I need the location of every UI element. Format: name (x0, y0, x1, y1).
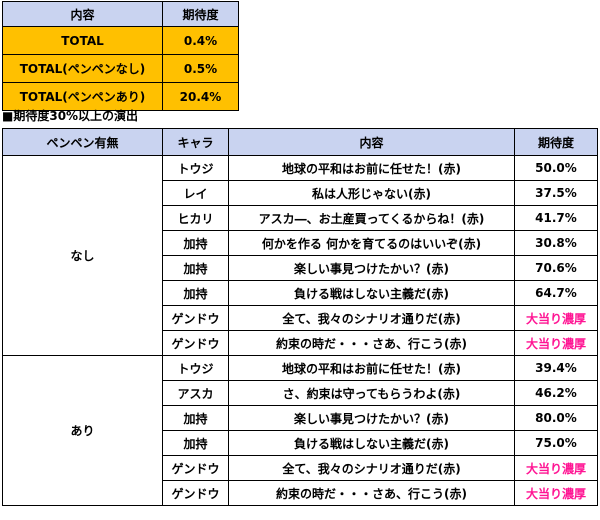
chara-cell: ゲンドウ (162, 305, 229, 331)
content-cell: アスカ―、お土産買ってくるからね！(赤) (228, 205, 515, 231)
summary-value: 0.5% (162, 54, 239, 83)
expectation-cell-jackpot: 大当り濃厚 (514, 480, 598, 506)
group-label-with: あり (2, 355, 163, 506)
expectation-cell: 41.7% (514, 205, 598, 231)
summary-table: 内容 期待度 TOTAL 0.4% TOTAL(ペンペンなし) 0.5% TOT… (2, 1, 239, 111)
summary-value: 20.4% (162, 82, 239, 111)
summary-value: 0.4% (162, 26, 239, 55)
table-row: 加持 何かを作る 何かを育てるのはいいぞ(赤) 30.8% (3, 230, 598, 256)
table-row: ゲンドウ 約束の時だ・・・さあ、行こう(赤) 大当り濃厚 (3, 330, 598, 356)
expectation-cell: 64.7% (514, 280, 598, 306)
expectation-cell: 30.8% (514, 230, 598, 256)
summary-row-total: TOTAL 0.4% (2, 26, 239, 55)
content-cell: 私は人形じゃない(赤) (228, 180, 515, 206)
content-cell: 負ける戦はしない主義だ(赤) (228, 280, 515, 306)
table-row: 加持 負ける戦はしない主義だ(赤) 75.0% (3, 430, 598, 456)
effects-header-row: ペンペン有無 キャラ 内容 期待度 (2, 128, 598, 156)
chara-cell: 加持 (162, 405, 229, 431)
table-row: レイ 私は人形じゃない(赤) 37.5% (3, 180, 598, 206)
summary-row-without-penpen: TOTAL(ペンペンなし) 0.5% (2, 54, 239, 83)
expectation-cell: 70.6% (514, 255, 598, 281)
chara-cell: トウジ (162, 355, 229, 381)
table-row: ゲンドウ 約束の時だ・・・さあ、行こう(赤) 大当り濃厚 (3, 480, 598, 506)
chara-cell: アスカ (162, 380, 229, 406)
table-row: 加持 楽しい事見つけたかい？(赤) 70.6% (3, 255, 598, 281)
content-cell: 全て、我々のシナリオ通りだ(赤) (228, 305, 515, 331)
chara-cell: 加持 (162, 230, 229, 256)
chara-cell: ヒカリ (162, 205, 229, 231)
summary-header-content: 内容 (2, 1, 163, 27)
content-cell: 地球の平和はお前に任せた！(赤) (228, 355, 515, 381)
summary-header-row: 内容 期待度 (2, 1, 239, 27)
header-expectation: 期待度 (514, 128, 598, 156)
header-chara: キャラ (162, 128, 229, 156)
content-cell: 楽しい事見つけたかい？(赤) (228, 405, 515, 431)
summary-label: TOTAL (2, 26, 163, 55)
table-row: 加持 負ける戦はしない主義だ(赤) 64.7% (3, 280, 598, 306)
table-row: アスカ さ、約束は守ってもらうわよ(赤) 46.2% (3, 380, 598, 406)
table-row: あり トウジ 地球の平和はお前に任せた！(赤) 39.4% (2, 355, 598, 506)
chara-cell: ゲンドウ (162, 455, 229, 481)
table-row: ヒカリ アスカ―、お土産買ってくるからね！(赤) 41.7% (3, 205, 598, 231)
content-cell: さ、約束は守ってもらうわよ(赤) (228, 380, 515, 406)
content-cell: 負ける戦はしない主義だ(赤) (228, 430, 515, 456)
header-content: 内容 (228, 128, 515, 156)
chara-cell: レイ (162, 180, 229, 206)
chara-cell: トウジ (162, 155, 229, 181)
chara-cell: 加持 (162, 255, 229, 281)
expectation-cell: 50.0% (514, 155, 598, 181)
expectation-cell: 80.0% (514, 405, 598, 431)
group-label-without: なし (2, 155, 163, 356)
content-cell: 楽しい事見つけたかい？(赤) (228, 255, 515, 281)
header-penpen: ペンペン有無 (2, 128, 163, 156)
expectation-cell: 75.0% (514, 430, 598, 456)
expectation-cell: 39.4% (514, 355, 598, 381)
table-row: ゲンドウ 全て、我々のシナリオ通りだ(赤) 大当り濃厚 (3, 455, 598, 481)
content-cell: 全て、我々のシナリオ通りだ(赤) (228, 455, 515, 481)
content-cell: 約束の時だ・・・さあ、行こう(赤) (228, 330, 515, 356)
expectation-cell: 46.2% (514, 380, 598, 406)
content-cell: 何かを作る 何かを育てるのはいいぞ(赤) (228, 230, 515, 256)
table-row: なし トウジ 地球の平和はお前に任せた！(赤) 50.0% (2, 155, 598, 356)
summary-row-with-penpen: TOTAL(ペンペンあり) 20.4% (2, 82, 239, 111)
expectation-cell-jackpot: 大当り濃厚 (514, 330, 598, 356)
section-title: ■期待度30%以上の演出 (2, 109, 139, 123)
expectation-cell: 37.5% (514, 180, 598, 206)
summary-label: TOTAL(ペンペンなし) (2, 54, 163, 83)
effects-table: ペンペン有無 キャラ 内容 期待度 なし トウジ 地球の平和はお前に任せた！(赤… (2, 128, 598, 506)
summary-header-expectation: 期待度 (162, 1, 239, 27)
content-cell: 地球の平和はお前に任せた！(赤) (228, 155, 515, 181)
chara-cell: ゲンドウ (162, 480, 229, 506)
content-cell: 約束の時だ・・・さあ、行こう(赤) (228, 480, 515, 506)
summary-label: TOTAL(ペンペンあり) (2, 82, 163, 111)
chara-cell: 加持 (162, 430, 229, 456)
expectation-cell-jackpot: 大当り濃厚 (514, 305, 598, 331)
chara-cell: ゲンドウ (162, 330, 229, 356)
chara-cell: 加持 (162, 280, 229, 306)
expectation-cell-jackpot: 大当り濃厚 (514, 455, 598, 481)
table-row: 加持 楽しい事見つけたかい？(赤) 80.0% (3, 405, 598, 431)
